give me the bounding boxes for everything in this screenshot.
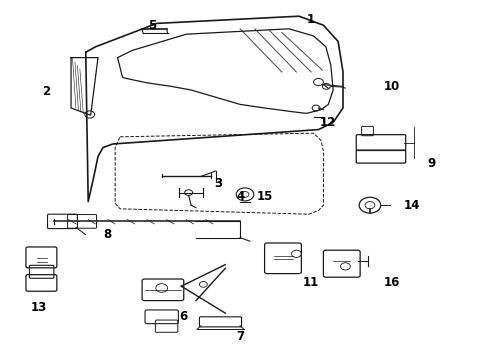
- Text: 6: 6: [180, 310, 188, 323]
- Text: 2: 2: [43, 85, 50, 98]
- Text: 5: 5: [148, 19, 156, 32]
- Text: 10: 10: [384, 80, 400, 93]
- Text: 16: 16: [384, 276, 400, 289]
- Text: 9: 9: [427, 157, 435, 170]
- Text: 7: 7: [236, 330, 244, 343]
- Text: 8: 8: [104, 228, 112, 240]
- Text: 15: 15: [256, 190, 273, 203]
- Text: 1: 1: [307, 13, 315, 26]
- Text: 4: 4: [236, 190, 244, 203]
- Text: 3: 3: [214, 177, 222, 190]
- Text: 13: 13: [31, 301, 48, 314]
- Text: 12: 12: [320, 116, 337, 129]
- Text: 14: 14: [403, 199, 420, 212]
- Text: 11: 11: [303, 276, 319, 289]
